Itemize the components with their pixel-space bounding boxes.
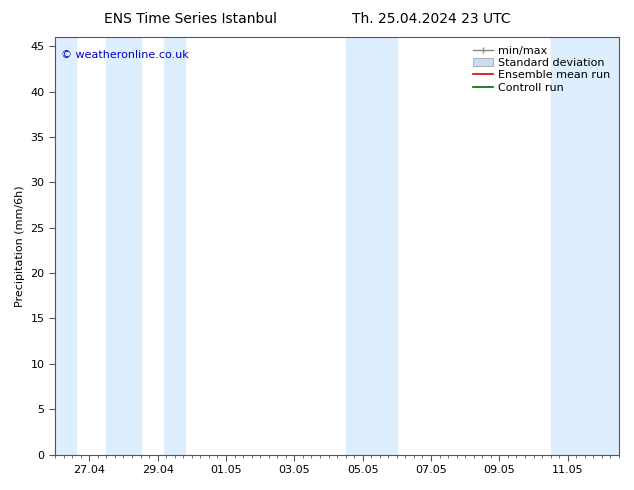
Bar (551, 37, 619, 455)
Bar (55, 37, 75, 455)
Legend: min/max, Standard deviation, Ensemble mean run, Controll run: min/max, Standard deviation, Ensemble me… (470, 43, 614, 96)
Bar (346, 37, 397, 455)
Y-axis label: Precipitation (mm/6h): Precipitation (mm/6h) (15, 185, 25, 307)
Text: ENS Time Series Istanbul: ENS Time Series Istanbul (104, 12, 276, 26)
Bar (107, 37, 141, 455)
Bar (164, 37, 185, 455)
Text: Th. 25.04.2024 23 UTC: Th. 25.04.2024 23 UTC (352, 12, 510, 26)
Text: © weatheronline.co.uk: © weatheronline.co.uk (61, 49, 188, 60)
